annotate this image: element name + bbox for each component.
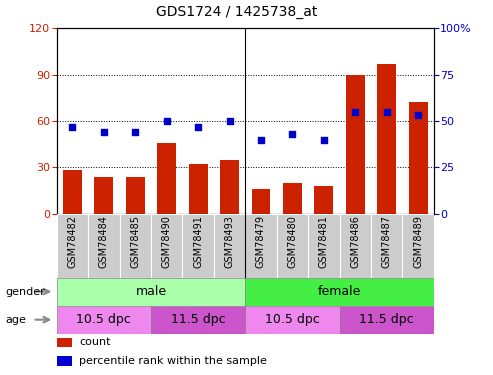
Text: male: male [136, 285, 167, 298]
Text: GSM78485: GSM78485 [130, 215, 141, 268]
Text: female: female [318, 285, 361, 298]
Text: 10.5 dpc: 10.5 dpc [76, 313, 131, 326]
Text: count: count [79, 337, 111, 347]
Bar [57, 356, 72, 366]
Text: GSM78481: GSM78481 [319, 215, 329, 268]
Bar [402, 214, 434, 278]
Bar [245, 306, 340, 334]
Point [69, 123, 76, 129]
Bar [245, 214, 277, 278]
Bar [157, 142, 176, 214]
Text: GSM78484: GSM78484 [99, 215, 109, 268]
Text: GSM78482: GSM78482 [68, 215, 77, 268]
Bar [409, 102, 427, 214]
Text: 10.5 dpc: 10.5 dpc [265, 313, 320, 326]
Bar [377, 64, 396, 214]
Point [320, 136, 328, 142]
Bar [57, 278, 245, 306]
Bar [57, 214, 88, 278]
Text: GSM78490: GSM78490 [162, 215, 172, 268]
Bar [151, 214, 182, 278]
Text: percentile rank within the sample: percentile rank within the sample [79, 356, 267, 366]
Bar [277, 214, 308, 278]
Bar [245, 278, 434, 306]
Bar [189, 164, 208, 214]
Bar [63, 170, 82, 214]
Text: gender: gender [5, 286, 45, 297]
Text: 11.5 dpc: 11.5 dpc [359, 313, 414, 326]
Bar [283, 183, 302, 214]
Text: GSM78480: GSM78480 [287, 215, 297, 268]
Point [194, 123, 202, 129]
Text: GSM78486: GSM78486 [350, 215, 360, 268]
Text: GSM78491: GSM78491 [193, 215, 203, 268]
Bar [57, 306, 151, 334]
Bar [151, 306, 245, 334]
Bar [126, 177, 145, 214]
Bar [371, 214, 402, 278]
Point [257, 136, 265, 142]
Point [383, 109, 390, 115]
Text: GSM78489: GSM78489 [413, 215, 423, 268]
Bar [119, 214, 151, 278]
Bar [315, 186, 333, 214]
Point [163, 118, 171, 124]
Bar [57, 338, 72, 347]
Point [100, 129, 108, 135]
Point [131, 129, 139, 135]
Bar [346, 75, 365, 214]
Text: 11.5 dpc: 11.5 dpc [171, 313, 225, 326]
Bar [340, 214, 371, 278]
Text: GSM78479: GSM78479 [256, 215, 266, 268]
Text: GSM78493: GSM78493 [224, 215, 235, 268]
Bar [214, 214, 246, 278]
Bar [340, 306, 434, 334]
Bar [251, 189, 270, 214]
Bar [88, 214, 119, 278]
Bar [220, 160, 239, 214]
Text: GSM78487: GSM78487 [382, 215, 392, 268]
Point [352, 109, 359, 115]
Text: GDS1724 / 1425738_at: GDS1724 / 1425738_at [156, 5, 317, 19]
Point [226, 118, 234, 124]
Point [414, 112, 422, 118]
Point [288, 131, 296, 137]
Bar [308, 214, 340, 278]
Text: age: age [5, 315, 26, 325]
Bar [94, 177, 113, 214]
Bar [182, 214, 214, 278]
